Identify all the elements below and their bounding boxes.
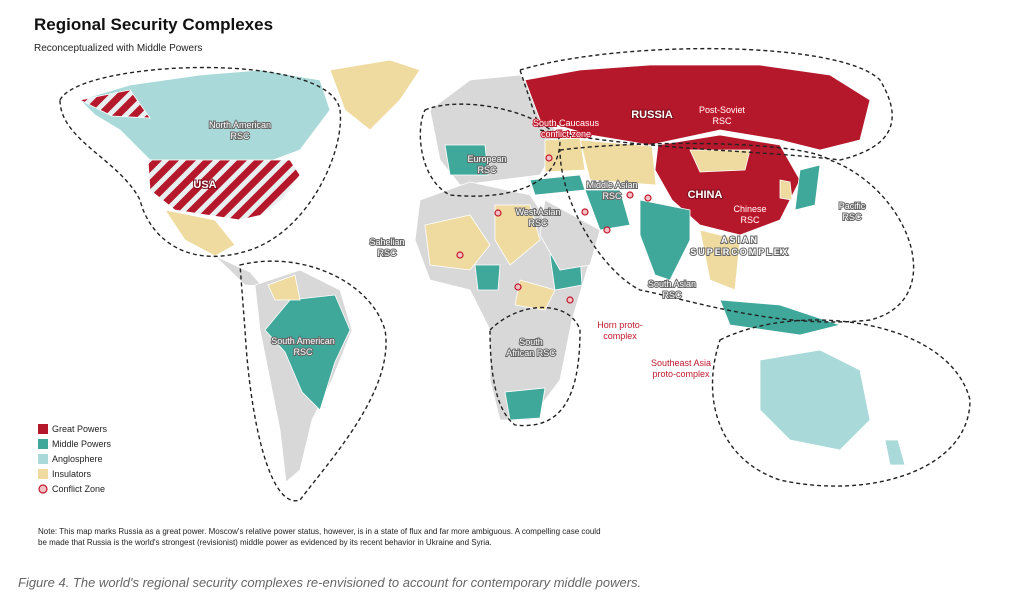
region-label: Southeast Asia proto-complex (651, 358, 711, 379)
note: be made that Russia is the world's stron… (38, 538, 492, 547)
region-label: Horn proto-complex (597, 320, 643, 341)
region-label: Chinese RSC (733, 204, 766, 225)
legend-item: Conflict Zone (52, 484, 105, 494)
region-label: Middle Asian RSC (586, 180, 637, 201)
region-label: CHINA (688, 189, 723, 201)
region-label: North American RSC (209, 120, 271, 141)
legend-item: Great Powers (52, 424, 108, 434)
legend: Great Powers Middle Powers Anglosphere I… (38, 424, 112, 494)
region-label: South African RSC (506, 337, 556, 358)
note: Note: This map marks Russia as a great p… (38, 527, 601, 536)
subtitle: Reconceptualized with Middle Powers (34, 43, 202, 54)
region-label: Pacific RSC (839, 201, 866, 222)
region-label: RUSSIA (631, 109, 673, 121)
legend-item: Insulators (52, 469, 92, 479)
region-label: Post-Soviet RSC (699, 105, 746, 126)
complex-boundaries (59, 47, 971, 502)
region-label: USA (193, 179, 216, 191)
region-label: Sahelian RSC (369, 237, 404, 258)
region-label: South Caucasus conflict zone (533, 118, 600, 139)
legend-item: Anglosphere (52, 454, 103, 464)
region-label: European RSC (467, 154, 506, 175)
caption: Figure 4. The world's regional security … (18, 575, 641, 590)
region-label: West Asian RSC (516, 207, 561, 228)
region-label: ASIAN SUPERCOMPLEX (690, 235, 790, 257)
conflict-zones (456, 154, 652, 304)
region-labels: North American RSC USA European RSC RUSSIA… (192, 104, 866, 379)
region-label: South American RSC (271, 336, 335, 357)
region-label: South Asian RSC (648, 279, 696, 300)
title: Regional Security Complexes (34, 15, 273, 34)
legend-item: Middle Powers (52, 439, 112, 449)
landmasses (78, 59, 906, 483)
